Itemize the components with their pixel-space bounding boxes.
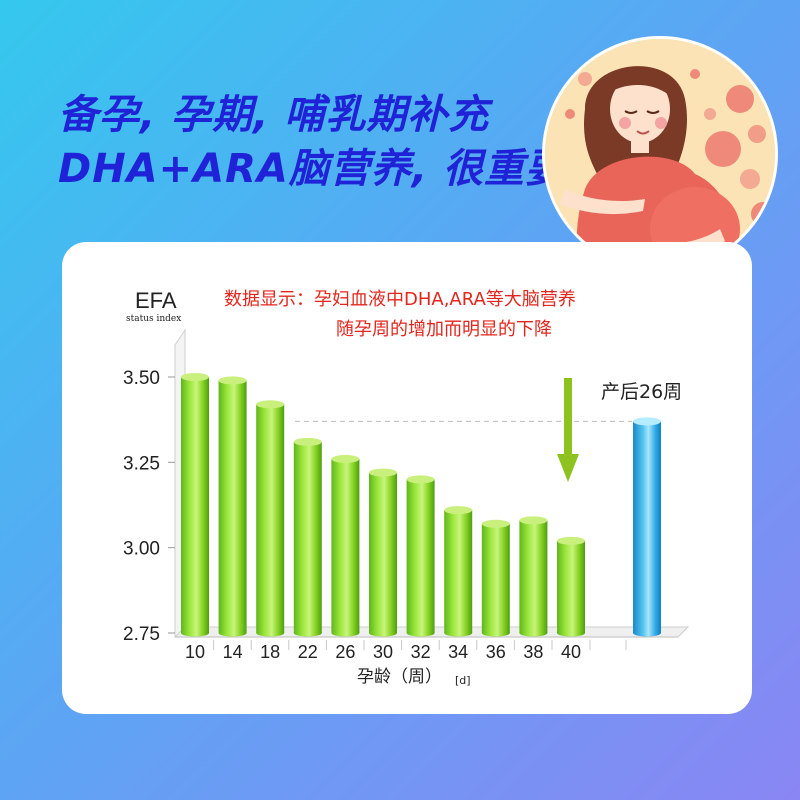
- chart-note-line-1: 数据显示：孕妇血液中DHA,ARA等大脑营养: [224, 289, 576, 310]
- postpartum-label: 产后26周: [601, 381, 682, 403]
- bar-body: [481, 523, 510, 633]
- bar-body: [293, 441, 322, 633]
- bar-base: [331, 629, 360, 637]
- bar-week-22: [293, 437, 322, 637]
- bar-base: [256, 629, 285, 637]
- bar-week-30: [369, 468, 397, 637]
- bar-cap: [481, 519, 510, 528]
- y-axis-sublabel: status index: [126, 314, 181, 324]
- bar-cap: [293, 437, 322, 446]
- bar-base: [218, 629, 247, 637]
- bar-body: [557, 540, 585, 633]
- chart-bars: [181, 373, 661, 637]
- bar-body: [218, 380, 247, 633]
- bar-base: [293, 629, 322, 637]
- x-tick-label: 40: [561, 642, 581, 662]
- bar-body: [369, 472, 397, 633]
- y-tick-label: 2.75: [123, 624, 160, 645]
- y-axis-ticks: 3.50 3.25 3.00 2.75: [123, 368, 175, 645]
- headline-line-1: 备孕, 孕期, 哺乳期补充: [58, 92, 490, 138]
- bar-week-34: [444, 506, 473, 637]
- down-arrow-icon: [557, 378, 579, 482]
- bar-base: [633, 629, 661, 637]
- bar-week-18: [256, 400, 285, 637]
- bar-cap: [557, 536, 585, 545]
- bar-week-26: [331, 454, 360, 637]
- bar-body: [181, 377, 209, 633]
- x-tick-label: 38: [523, 642, 543, 662]
- x-tick-label: 14: [223, 642, 243, 662]
- headline: 备孕, 孕期, 哺乳期补充 DHA+ARA脑营养, 很重要!: [58, 88, 586, 196]
- x-tick-label: 34: [448, 642, 468, 662]
- bar-cap: [519, 516, 548, 525]
- bar-cap: [406, 475, 435, 484]
- x-tick-label: 18: [260, 642, 280, 662]
- bar-cap: [218, 376, 247, 385]
- x-axis-label: 孕龄（周）: [357, 667, 442, 687]
- x-tick-label: 32: [411, 642, 431, 662]
- bar-base: [181, 629, 209, 637]
- bar-postpartum: [633, 417, 661, 637]
- bar-base: [369, 629, 397, 637]
- x-axis-unit: [d]: [455, 674, 471, 687]
- bar-base: [444, 629, 473, 637]
- bar-cap: [633, 417, 661, 426]
- x-tick-label: 36: [486, 642, 506, 662]
- y-tick-label: 3.50: [123, 368, 160, 389]
- bar-cap: [181, 373, 209, 381]
- chart-note-line-2: 随孕周的增加而明显的下降: [336, 319, 552, 340]
- bar-week-14: [218, 376, 247, 637]
- bar-body: [444, 510, 473, 633]
- bar-week-40: [557, 536, 585, 637]
- bar-cap: [369, 468, 397, 477]
- bar-base: [519, 629, 548, 637]
- x-tick-label: 26: [335, 642, 355, 662]
- y-tick-label: 3.00: [123, 539, 160, 560]
- x-tick-label: 30: [373, 642, 393, 662]
- bar-week-32: [406, 475, 435, 637]
- bar-body: [331, 458, 360, 633]
- bar-base: [406, 629, 435, 637]
- bar-week-10: [181, 373, 209, 637]
- y-axis-label: EFA: [135, 288, 177, 313]
- x-tick-label: 22: [298, 642, 318, 662]
- bar-body: [519, 520, 548, 633]
- bar-cap: [444, 506, 473, 515]
- bar-week-38: [519, 516, 548, 637]
- bar-cap: [331, 454, 360, 463]
- bar-cap: [256, 400, 285, 409]
- y-tick-label: 3.25: [123, 453, 160, 474]
- bar-body: [256, 404, 285, 633]
- x-axis-ticks: 10 14 18 22 26 30 32 34 36 38 40: [185, 640, 627, 662]
- bar-base: [557, 629, 585, 637]
- bar-base: [481, 629, 510, 637]
- bar-body: [633, 421, 661, 633]
- bar-body: [406, 479, 435, 633]
- x-tick-label: 10: [185, 642, 205, 662]
- headline-line-2: DHA+ARA脑营养, 很重要!: [58, 146, 586, 192]
- bar-week-36: [481, 519, 510, 637]
